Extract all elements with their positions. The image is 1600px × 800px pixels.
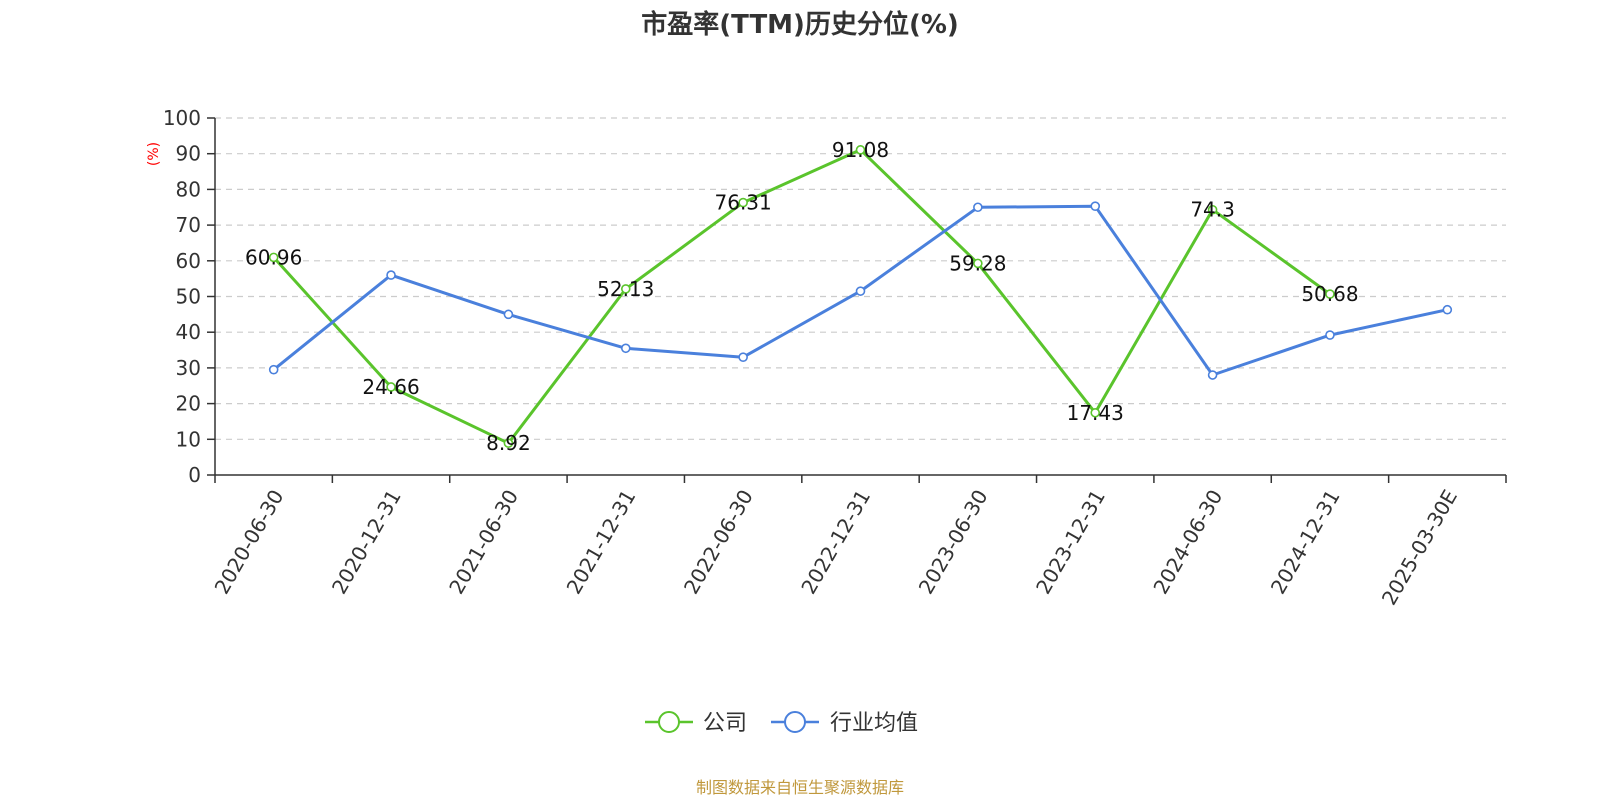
y-tick-label: 30	[176, 356, 201, 380]
data-label: 91.08	[832, 138, 889, 162]
y-tick-label: 50	[176, 285, 201, 309]
data-point[interactable]	[268, 364, 279, 375]
data-point[interactable]	[1325, 330, 1335, 340]
y-tick-label: 70	[176, 213, 201, 237]
x-tick-label: 2022-12-31	[796, 486, 875, 599]
y-tick-label: 60	[176, 249, 201, 273]
legend-item-1[interactable]: 行业均值	[771, 711, 918, 736]
data-point[interactable]	[738, 197, 748, 208]
series-lines	[268, 145, 1453, 448]
data-label: 17.43	[1067, 401, 1124, 425]
data-point[interactable]	[386, 382, 396, 392]
y-axis-label: (%)	[146, 142, 162, 166]
data-point[interactable]	[620, 284, 631, 294]
data-point[interactable]	[268, 252, 279, 263]
y-tick-label: 90	[176, 142, 201, 166]
data-label: 8.92	[486, 431, 531, 455]
data-point[interactable]	[855, 286, 866, 296]
series-line-0	[272, 148, 1331, 445]
data-point[interactable]	[503, 438, 514, 448]
chart-title: 市盈率(TTM)历史分位(%)	[641, 9, 959, 40]
x-tick-label: 2021-06-30	[444, 485, 523, 598]
data-point[interactable]	[738, 352, 748, 362]
x-tick-label: 2020-06-30	[210, 486, 289, 599]
data-point[interactable]	[620, 343, 631, 354]
data-point[interactable]	[973, 258, 983, 269]
data-point[interactable]	[1090, 407, 1101, 418]
data-labels: 60.96 24.66 8.92 52.13 76.31 91.08 59.28 17.43 7…	[245, 138, 1359, 455]
data-label: 50.68	[1301, 282, 1358, 306]
x-tick-label: 2020-12-31	[327, 486, 406, 599]
data-point[interactable]	[1325, 289, 1335, 299]
data-label: 60.96	[245, 245, 302, 269]
data-point[interactable]	[1442, 304, 1453, 315]
y-tick-label: 40	[176, 320, 201, 344]
legend-item-0[interactable]: 公司	[645, 711, 747, 736]
data-label: 24.66	[362, 375, 419, 399]
x-tick-label: 2024-06-30	[1148, 486, 1227, 599]
data-point[interactable]	[1207, 204, 1218, 215]
legend-marker-icon	[658, 711, 680, 733]
data-label: 74.3	[1190, 198, 1235, 222]
x-tick-label: 2023-12-31	[1031, 486, 1110, 599]
data-point[interactable]	[1090, 201, 1101, 211]
y-tick-label: 20	[176, 392, 201, 416]
x-tick-label: 2021-12-31	[562, 486, 641, 599]
x-tick-label: 2024-12-31	[1266, 486, 1345, 599]
legend[interactable]: 公司 行业均值	[645, 711, 918, 736]
y-tick-label: 0	[188, 463, 201, 487]
legend-label: 行业均值	[830, 711, 918, 736]
x-tick-label: 2022-06-30	[679, 486, 758, 599]
legend-marker-icon	[784, 711, 806, 733]
y-tick-label: 10	[176, 427, 201, 451]
data-label: 52.13	[597, 277, 654, 301]
data-label: 76.31	[715, 191, 772, 215]
data-point[interactable]	[386, 270, 396, 280]
y-tick-label: 80	[176, 177, 201, 201]
data-point[interactable]	[973, 202, 983, 213]
data-point[interactable]	[855, 145, 866, 155]
x-tick-label: 2025-03-30E	[1377, 486, 1462, 610]
data-point[interactable]	[503, 309, 514, 320]
data-label: 59.28	[949, 251, 1006, 275]
data-point[interactable]	[1207, 370, 1218, 380]
x-tick-label: 2023-06-30	[914, 486, 993, 599]
y-tick-label: 100	[163, 106, 201, 130]
legend-label: 公司	[703, 711, 747, 736]
source-note: 制图数据来自恒生聚源数据库	[696, 778, 904, 797]
